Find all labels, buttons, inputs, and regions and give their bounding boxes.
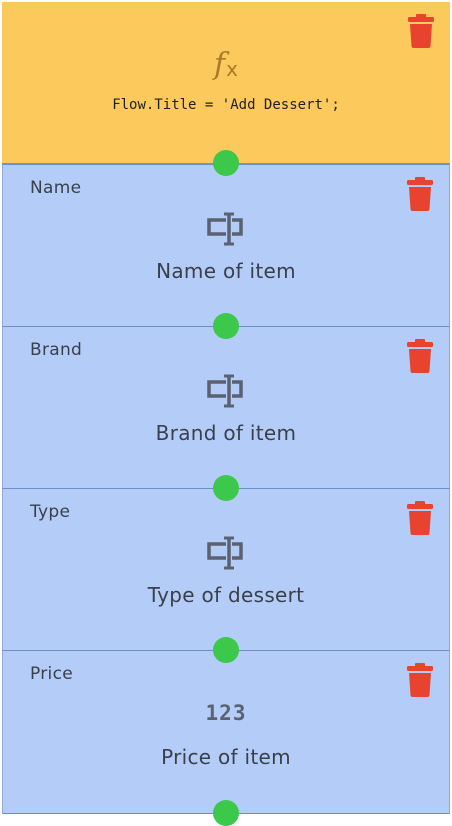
trash-icon[interactable] [407, 177, 433, 211]
function-icon: fx [214, 47, 238, 82]
field-label: Name [30, 178, 82, 198]
connector-dot[interactable] [213, 313, 239, 339]
connector-dot[interactable] [213, 150, 239, 176]
connector-dot[interactable] [213, 637, 239, 663]
script-block[interactable]: fx Flow.Title = 'Add Dessert'; [2, 2, 450, 176]
trash-icon[interactable] [407, 663, 433, 697]
trash-icon[interactable] [407, 339, 433, 373]
trash-icon[interactable] [408, 14, 434, 48]
field-label: Brand [30, 340, 83, 360]
field-description: Price of item [161, 745, 291, 769]
number-icon: 123 [205, 701, 247, 725]
text-field-icon [207, 212, 243, 246]
field-description: Name of item [156, 259, 296, 283]
field-block-price[interactable]: Price 123 Price of item [2, 650, 450, 826]
field-description: Brand of item [155, 421, 297, 445]
field-label: Type [30, 502, 71, 522]
text-field-icon [207, 374, 243, 408]
field-block-type[interactable]: Type Type of dessert [2, 488, 450, 663]
text-field-icon [207, 536, 243, 570]
trash-icon[interactable] [407, 501, 433, 535]
script-code: Flow.Title = 'Add Dessert'; [112, 97, 340, 113]
connector-dot[interactable] [213, 475, 239, 501]
field-label: Price [30, 664, 73, 684]
connector-dot[interactable] [213, 800, 239, 826]
field-description: Type of dessert [147, 583, 305, 607]
field-block-brand[interactable]: Brand Brand of item [2, 326, 450, 501]
field-block-name[interactable]: Name Name of item [2, 164, 450, 339]
